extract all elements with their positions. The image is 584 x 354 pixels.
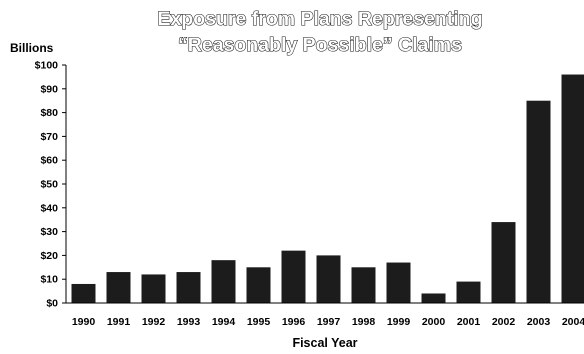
y-axis-label: Billions <box>10 41 54 55</box>
y-tick-labels: $0 $10 $20 $30 $40 $50 $60 $70 $80 $90 $100 <box>35 60 66 310</box>
x-tick-label: 2001 <box>457 316 481 328</box>
bar-1991 <box>106 272 131 303</box>
x-tick-label: 1995 <box>247 316 271 328</box>
bar-2003 <box>526 100 551 303</box>
bar-1998 <box>351 267 376 303</box>
x-tick-label: 1993 <box>177 316 201 328</box>
x-axis-label: Fiscal Year <box>292 336 357 350</box>
y-tick-label: $20 <box>40 250 58 262</box>
bar-2001 <box>456 281 481 303</box>
y-tick-label: $30 <box>40 226 58 238</box>
x-tick-label: 1991 <box>107 316 131 328</box>
y-tick-label: $80 <box>40 107 58 119</box>
x-tick-label: 1997 <box>317 316 341 328</box>
y-tick-label: $10 <box>40 274 58 286</box>
x-tick-label: 1994 <box>212 316 236 328</box>
bar-1993 <box>176 272 201 303</box>
y-tick-label: $50 <box>40 179 58 191</box>
bar-2004 <box>561 74 584 304</box>
bar-1997 <box>316 255 341 303</box>
y-tick-label: $60 <box>40 155 58 167</box>
bar-1990 <box>71 283 96 303</box>
chart-title-line-1: Exposure from Plans Representing <box>157 8 482 30</box>
bar-1999 <box>386 262 411 303</box>
chart-title-line-2: “Reasonably Possible” Claims <box>178 34 462 56</box>
bar-2000 <box>421 293 446 303</box>
y-tick-label: $40 <box>40 202 58 214</box>
bar-1996 <box>281 250 306 303</box>
x-tick-label: 2004 <box>562 316 584 328</box>
y-tick-label: $100 <box>35 60 59 72</box>
x-tick-label: 2000 <box>422 316 446 328</box>
bar-1992 <box>141 274 166 303</box>
x-tick-label: 1992 <box>142 316 166 328</box>
x-tick-label: 1990 <box>72 316 96 328</box>
x-tick-label: 1998 <box>352 316 376 328</box>
y-tick-label: $90 <box>40 83 58 95</box>
x-tick-label: 2002 <box>492 316 516 328</box>
bar-2002 <box>491 222 516 303</box>
x-tick-label: 1996 <box>282 316 306 328</box>
bars <box>71 74 584 304</box>
bar-1995 <box>246 267 271 303</box>
y-tick-label: $0 <box>46 298 58 310</box>
x-tick-label: 1999 <box>387 316 411 328</box>
x-tick-label: 2003 <box>527 316 551 328</box>
x-tick-labels: 1990 1991 1992 1993 1994 1995 1996 1997 1998 1999… <box>72 316 584 328</box>
y-tick-label: $70 <box>40 131 58 143</box>
bar-1994 <box>211 260 236 303</box>
